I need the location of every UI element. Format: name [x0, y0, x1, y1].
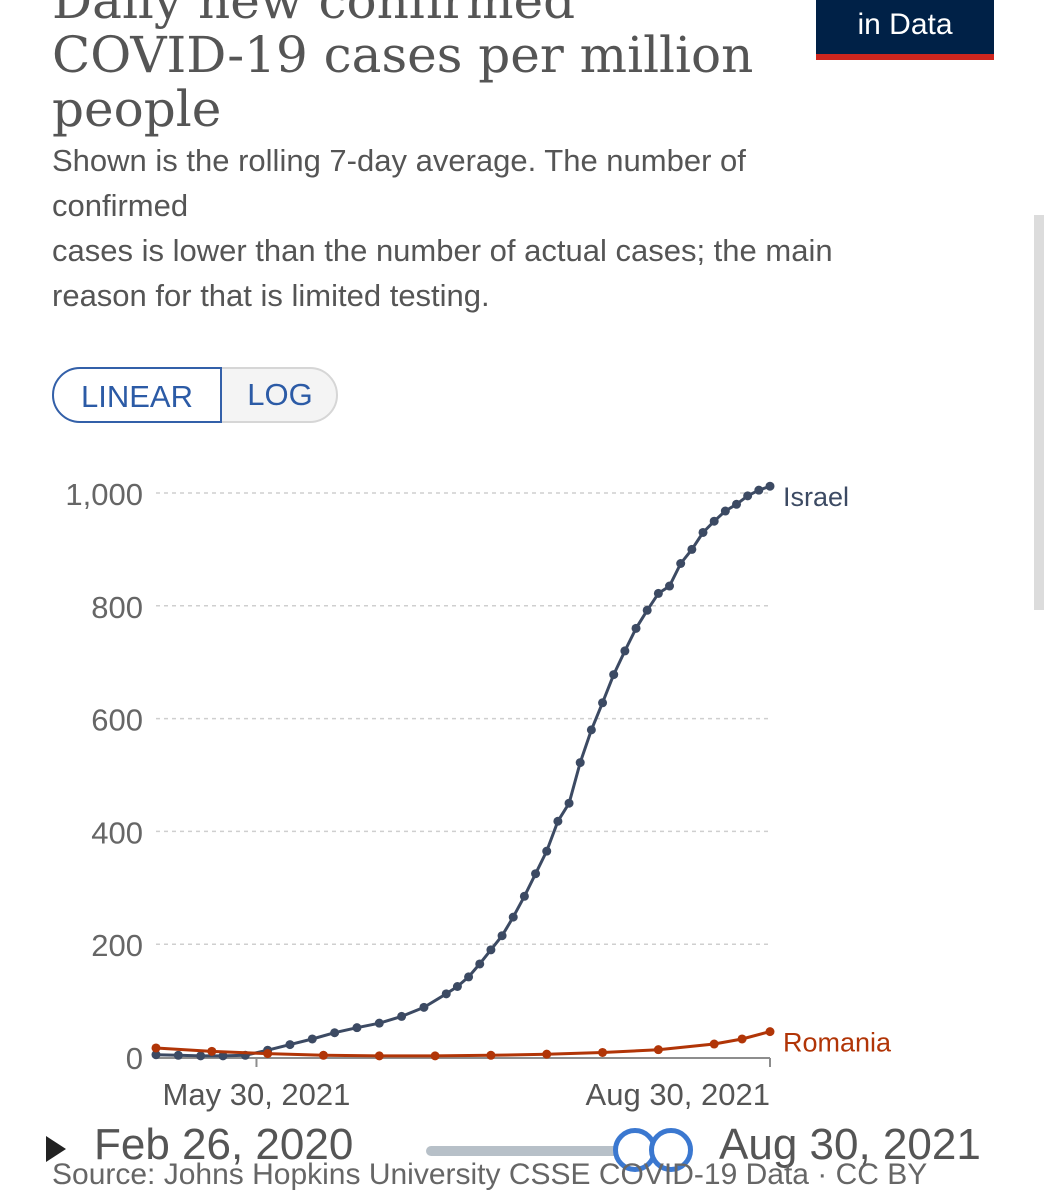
timeline-slider-track[interactable]: [426, 1146, 636, 1156]
data-point-israel: [631, 623, 641, 633]
data-point-israel: [732, 499, 742, 509]
source-note: Source: Johns Hopkins University CSSE CO…: [52, 1158, 928, 1191]
series-line-romania: [155, 1030, 771, 1058]
play-icon[interactable]: [46, 1136, 66, 1162]
data-point-israel: [754, 485, 764, 495]
logo-text: in Data: [857, 8, 953, 41]
subtitle-line-3: cases is lower than the number of actual…: [52, 233, 833, 268]
data-point-romania: [737, 1034, 747, 1044]
data-point-romania: [207, 1046, 217, 1056]
data-point-israel: [586, 725, 596, 735]
x-tick-label: May 30, 2021: [163, 1077, 351, 1112]
data-point-israel: [452, 982, 462, 991]
data-point-israel: [665, 581, 675, 591]
data-point-israel: [676, 559, 686, 568]
timeline-controls: Feb 26, 2020 Aug 30, 2021 Source: Johns …: [40, 1120, 1044, 1200]
data-point-israel: [564, 798, 574, 808]
timeline-end-handle[interactable]: [649, 1128, 693, 1172]
chart-title: Daily new confirmed COVID-19 cases per m…: [52, 0, 772, 136]
timeline-end-label: Aug 30, 2021: [719, 1120, 981, 1169]
chart-title-line-2: COVID-19 cases per million: [52, 26, 754, 84]
data-point-israel: [575, 758, 585, 768]
data-point-israel: [653, 588, 663, 598]
y-tick-label: 0: [126, 1041, 143, 1076]
data-point-romania: [765, 1027, 775, 1037]
data-point-romania: [318, 1050, 328, 1060]
y-tick-label: 800: [91, 590, 143, 625]
data-point-israel: [620, 646, 630, 656]
data-point-israel: [196, 1051, 206, 1061]
chart-subtitle: Shown is the rolling 7-day average. The …: [52, 138, 982, 318]
data-point-israel: [330, 1028, 340, 1038]
data-point-israel: [765, 481, 775, 491]
data-point-israel: [419, 1002, 429, 1012]
data-point-israel: [374, 1018, 384, 1028]
scale-toggle: LINEAR LOG: [52, 367, 338, 423]
data-point-romania: [486, 1050, 496, 1060]
data-point-romania: [151, 1043, 161, 1053]
data-point-israel: [687, 544, 697, 554]
x-tick-label: Aug 30, 2021: [586, 1077, 770, 1112]
data-point-israel: [519, 891, 529, 901]
y-tick-label: 1,000: [65, 477, 143, 512]
data-point-romania: [709, 1039, 719, 1049]
y-tick-label: 200: [91, 928, 143, 963]
subtitle-line-4: reason for that is limited testing.: [52, 278, 490, 313]
data-point-israel: [397, 1011, 407, 1021]
data-point-israel: [709, 516, 719, 526]
linear-scale-button[interactable]: LINEAR: [52, 367, 222, 423]
data-point-romania: [263, 1049, 273, 1059]
data-point-israel: [475, 959, 485, 969]
data-point-romania: [653, 1045, 663, 1055]
page-scrollbar[interactable]: [1034, 215, 1044, 610]
data-point-israel: [743, 491, 753, 501]
data-point-israel: [609, 670, 619, 680]
series-line-israel: [155, 484, 771, 1058]
chart-title-line-1: Daily new confirmed: [52, 0, 576, 30]
subtitle-line-1: Shown is the rolling 7-day average. The …: [52, 143, 746, 178]
data-point-israel: [642, 605, 652, 615]
data-point-israel: [352, 1023, 362, 1033]
line-chart: 0 200 400 600 800 1,000 May 30, 2021 Aug 30, 20…: [65, 477, 892, 1112]
y-tick-label: 400: [91, 815, 143, 850]
chart-title-line-3: people: [52, 80, 222, 138]
data-point-israel: [464, 972, 474, 982]
y-tick-label: 600: [91, 703, 143, 738]
data-point-israel: [497, 931, 507, 941]
series-label-israel: Israel: [783, 482, 849, 512]
data-point-israel: [218, 1051, 228, 1061]
timeline-start-label: Feb 26, 2020: [94, 1120, 354, 1169]
data-point-israel: [698, 527, 708, 537]
data-point-israel: [151, 1050, 161, 1060]
subtitle-line-2: confirmed: [52, 188, 189, 223]
data-point-romania: [430, 1051, 440, 1061]
data-point-israel: [307, 1034, 317, 1044]
our-world-in-data-logo[interactable]: in Data: [816, 0, 994, 60]
series-label-romania: Romania: [783, 1028, 892, 1058]
data-point-israel: [598, 698, 608, 708]
data-point-israel: [553, 816, 563, 826]
data-point-israel: [508, 912, 518, 922]
data-point-israel: [531, 869, 541, 879]
data-point-israel: [441, 989, 451, 999]
data-point-romania: [542, 1049, 552, 1059]
data-point-israel: [542, 846, 552, 856]
data-point-israel: [720, 506, 730, 516]
data-point-israel: [285, 1040, 295, 1050]
log-scale-button[interactable]: LOG: [247, 377, 313, 412]
data-point-romania: [598, 1047, 608, 1057]
data-point-israel: [173, 1050, 183, 1060]
data-point-israel: [486, 945, 496, 955]
data-point-romania: [374, 1051, 384, 1061]
